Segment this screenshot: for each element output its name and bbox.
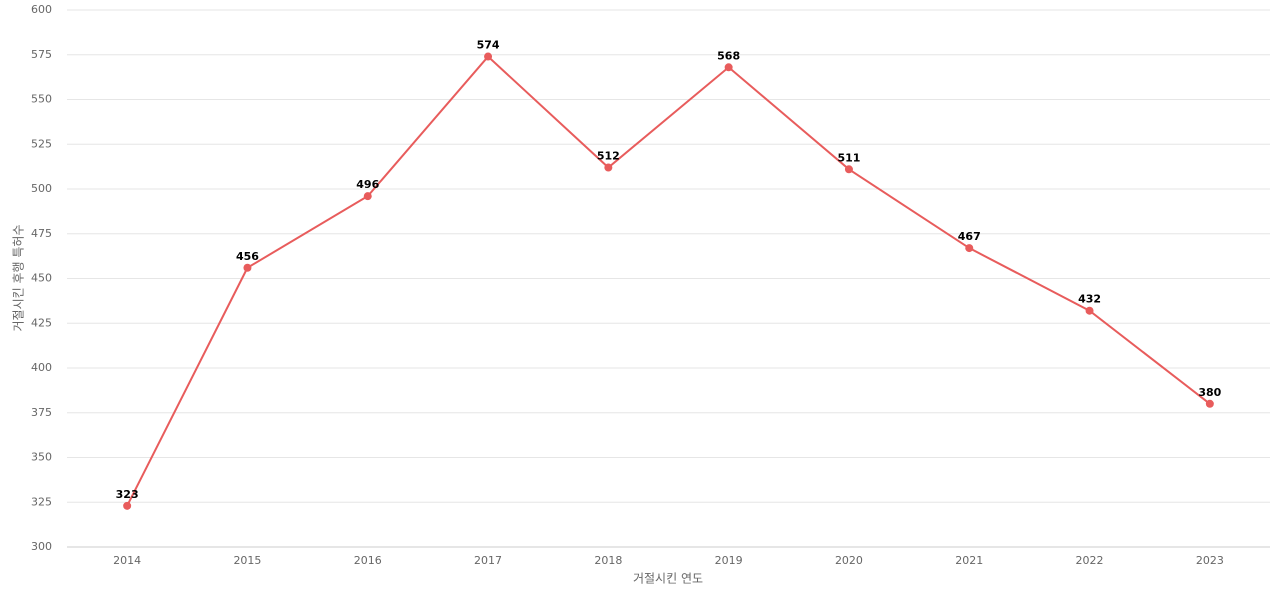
y-tick-label: 425 [31,316,52,329]
y-tick-label: 300 [31,540,52,553]
y-tick-label: 325 [31,495,52,508]
y-axis-title: 거절시킨 후행 특허수 [11,225,26,332]
y-tick-label: 525 [31,137,52,150]
y-tick-label: 500 [31,182,52,195]
y-tick-label: 450 [31,272,52,285]
data-label: 568 [717,49,740,62]
data-point [1085,306,1094,315]
data-point [123,501,132,510]
data-label: 380 [1198,386,1221,399]
data-point [844,165,853,174]
x-tick-label: 2022 [1076,554,1104,567]
y-tick-label: 375 [31,406,52,419]
y-tick-label: 475 [31,227,52,240]
x-tick-label: 2021 [955,554,983,567]
data-point [604,163,613,172]
y-tick-label: 400 [31,361,52,374]
data-label: 432 [1078,293,1101,306]
data-point [243,263,252,272]
data-label: 496 [356,178,379,191]
data-label: 511 [837,151,860,164]
data-point [363,192,372,201]
x-tick-label: 2019 [715,554,743,567]
y-tick-label: 600 [31,3,52,16]
x-axis-title: 거절시킨 연도 [633,572,703,586]
x-tick-label: 2014 [113,554,141,567]
series-line [126,55,1211,507]
x-tick-label: 2017 [474,554,502,567]
data-point [484,52,493,61]
data-label: 467 [958,230,981,243]
x-tick-label: 2018 [594,554,622,567]
y-tick-label: 350 [31,451,52,464]
x-tick-label: 2016 [354,554,382,567]
x-tick-label: 2015 [233,554,261,567]
data-point [965,244,974,253]
y-tick-label: 550 [31,93,52,106]
data-label: 456 [236,250,259,263]
data-label: 323 [116,488,139,501]
x-tick-label: 2020 [835,554,863,567]
data-label: 574 [477,39,500,52]
y-tick-label: 575 [31,48,52,61]
data-point [724,63,733,72]
data-point [1205,399,1214,408]
data-label: 512 [597,150,620,163]
x-tick-label: 2023 [1196,554,1224,567]
